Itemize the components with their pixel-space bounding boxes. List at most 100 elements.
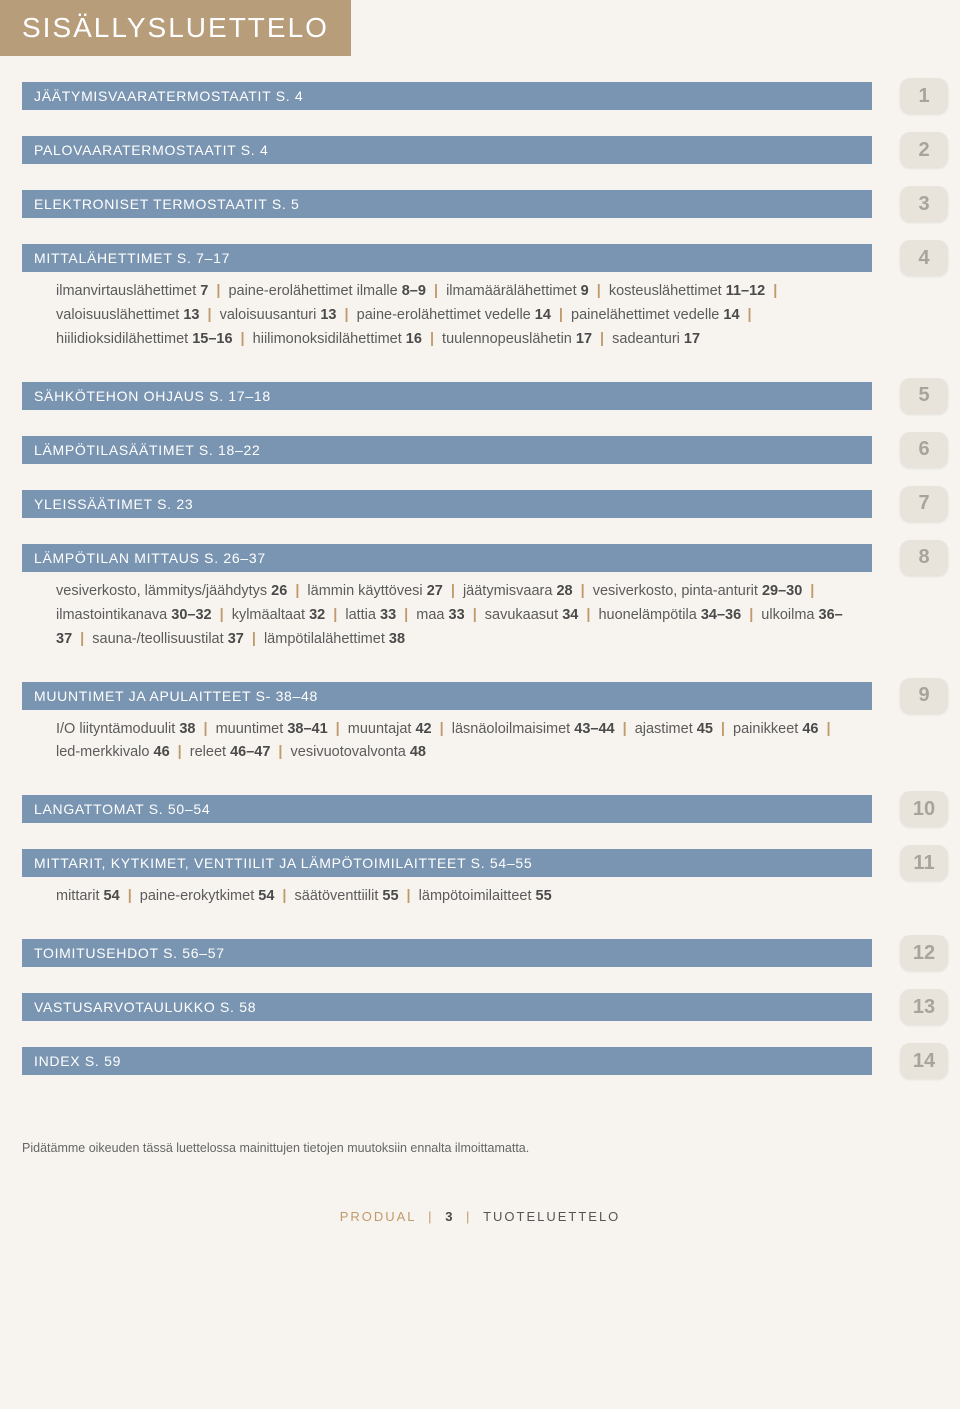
section-number-badge[interactable]: 5: [900, 378, 948, 414]
separator-icon: |: [120, 888, 140, 904]
separator-icon: |: [328, 721, 348, 737]
toc-section: ELEKTRONISET TERMOSTAATIT S. 53: [22, 190, 938, 218]
toc-section-bar[interactable]: MITTALÄHETTIMET S. 7–17: [22, 244, 872, 272]
toc-detail-page: 34–36: [701, 607, 741, 623]
toc-section: MUUNTIMET JA APULAITTEET S- 38–48I/O lii…: [22, 682, 938, 770]
section-number-badge[interactable]: 8: [900, 540, 948, 576]
toc-detail-page: 17: [684, 331, 700, 347]
toc-detail-item[interactable]: painikkeet: [733, 721, 802, 737]
separator-icon: |: [233, 331, 253, 347]
toc-detail-item[interactable]: maa: [416, 607, 448, 623]
toc-detail-item[interactable]: savukaasut: [485, 607, 562, 623]
toc-section: LANGATTOMAT S. 50–5410: [22, 795, 938, 823]
toc-detail-page: 29–30: [762, 583, 802, 599]
footer-sep: |: [460, 1209, 477, 1224]
toc-section-bar[interactable]: SÄHKÖTEHON OHJAUS S. 17–18: [22, 382, 872, 410]
section-number-badge[interactable]: 11: [900, 845, 948, 881]
toc-detail-item[interactable]: sauna-/teollisuustilat: [92, 631, 227, 647]
toc-detail-item[interactable]: vesiverkosto, pinta-anturit: [593, 583, 762, 599]
toc-detail-item[interactable]: hiilimonoksidilähettimet: [253, 331, 406, 347]
toc-section-bar[interactable]: MUUNTIMET JA APULAITTEET S- 38–48: [22, 682, 872, 710]
toc-detail-item[interactable]: ilmastointikanava: [56, 607, 171, 623]
section-number-badge[interactable]: 14: [900, 1043, 948, 1079]
toc-detail-item[interactable]: muuntajat: [348, 721, 416, 737]
separator-icon: |: [325, 607, 345, 623]
toc-detail-item[interactable]: ajastimet: [635, 721, 697, 737]
toc-detail-item[interactable]: ilmanvirtauslähettimet: [56, 283, 200, 299]
section-number-badge[interactable]: 12: [900, 935, 948, 971]
toc-detail-item[interactable]: lämmin käyttövesi: [307, 583, 426, 599]
toc-detail-item[interactable]: lattia: [345, 607, 380, 623]
toc-detail-item[interactable]: hiilidioksidilähettimet: [56, 331, 192, 347]
toc-detail-item[interactable]: säätöventtiilit: [295, 888, 383, 904]
toc-section-detail: I/O liityntämoduulit 38 | muuntimet 38–4…: [22, 710, 872, 770]
section-number-badge[interactable]: 1: [900, 78, 948, 114]
toc-detail-page: 38: [389, 631, 405, 647]
toc-detail-item[interactable]: valoisuuslähettimet: [56, 307, 183, 323]
toc-detail-item[interactable]: vesiverkosto, lämmitys/jäähdytys: [56, 583, 271, 599]
toc-detail-item[interactable]: releet: [190, 744, 230, 760]
toc-section-bar[interactable]: YLEISSÄÄTIMET S. 23: [22, 490, 872, 518]
section-number-badge[interactable]: 10: [900, 791, 948, 827]
toc-detail-page: 33: [449, 607, 465, 623]
toc-section-bar[interactable]: JÄÄTYMISVAARATERMOSTAATIT S. 4: [22, 82, 872, 110]
toc-detail-page: 28: [556, 583, 572, 599]
separator-icon: |: [615, 721, 635, 737]
toc-section-detail: mittarit 54 | paine-erokytkimet 54 | sää…: [22, 877, 872, 913]
toc-section-bar[interactable]: VASTUSARVOTAULUKKO S. 58: [22, 993, 872, 1021]
section-number-badge[interactable]: 9: [900, 678, 948, 714]
toc-detail-item[interactable]: kylmäaltaat: [232, 607, 309, 623]
section-number-badge[interactable]: 6: [900, 432, 948, 468]
toc-section-bar[interactable]: LÄMPÖTILAN MITTAUS S. 26–37: [22, 544, 872, 572]
toc-detail-item[interactable]: paine-erolähettimet ilmalle: [228, 283, 401, 299]
toc-detail-item[interactable]: led-merkkivalo: [56, 744, 154, 760]
separator-icon: |: [819, 721, 835, 737]
section-number-badge[interactable]: 2: [900, 132, 948, 168]
toc-detail-item[interactable]: vesivuotovalvonta: [291, 744, 410, 760]
toc-detail-item[interactable]: mittarit: [56, 888, 104, 904]
toc-detail-item[interactable]: lämpötilalähettimet: [264, 631, 389, 647]
toc-detail-page: 54: [104, 888, 120, 904]
toc-section-bar[interactable]: LANGATTOMAT S. 50–54: [22, 795, 872, 823]
toc-detail-item[interactable]: ulkoilma: [761, 607, 818, 623]
toc-section-bar[interactable]: PALOVAARATERMOSTAATIT S. 4: [22, 136, 872, 164]
toc-detail-item[interactable]: valoisuusanturi: [220, 307, 321, 323]
toc-section: PALOVAARATERMOSTAATIT S. 42: [22, 136, 938, 164]
separator-icon: |: [396, 607, 416, 623]
toc-detail-item[interactable]: kosteuslähettimet: [609, 283, 726, 299]
toc-detail-page: 45: [697, 721, 713, 737]
separator-icon: |: [399, 888, 419, 904]
toc-detail-item[interactable]: tuulennopeuslähetin: [442, 331, 576, 347]
toc-detail-item[interactable]: painelähettimet vedelle: [571, 307, 723, 323]
section-number-badge[interactable]: 4: [900, 240, 948, 276]
section-number-badge[interactable]: 13: [900, 989, 948, 1025]
section-number-badge[interactable]: 3: [900, 186, 948, 222]
section-number-badge[interactable]: 7: [900, 486, 948, 522]
toc-section: INDEX S. 5914: [22, 1047, 938, 1075]
toc-detail-item[interactable]: läsnäoloilmaisimet: [452, 721, 575, 737]
separator-icon: |: [592, 331, 612, 347]
separator-icon: |: [713, 721, 733, 737]
toc-detail-item[interactable]: I/O liityntämoduulit: [56, 721, 179, 737]
toc-detail-item[interactable]: sadeanturi: [612, 331, 684, 347]
toc-detail-item[interactable]: huonelämpötila: [598, 607, 700, 623]
toc-detail-page: 34: [562, 607, 578, 623]
toc-section-bar[interactable]: LÄMPÖTILASÄÄTIMET S. 18–22: [22, 436, 872, 464]
separator-icon: |: [443, 583, 463, 599]
toc-section-bar[interactable]: TOIMITUSEHDOT S. 56–57: [22, 939, 872, 967]
toc-detail-item[interactable]: lämpötoimilaitteet: [419, 888, 536, 904]
toc-section-bar[interactable]: ELEKTRONISET TERMOSTAATIT S. 5: [22, 190, 872, 218]
toc-detail-item[interactable]: ilmamäärälähettimet: [446, 283, 581, 299]
separator-icon: |: [72, 631, 92, 647]
toc-section-bar[interactable]: MITTARIT, KYTKIMET, VENTTIILIT JA LÄMPÖT…: [22, 849, 872, 877]
toc-detail-item[interactable]: paine-erolähettimet vedelle: [357, 307, 535, 323]
toc-detail-item[interactable]: paine-erokytkimet: [140, 888, 258, 904]
toc-detail-page: 37: [228, 631, 244, 647]
toc-detail-item[interactable]: jäätymisvaara: [463, 583, 556, 599]
toc-section: LÄMPÖTILASÄÄTIMET S. 18–226: [22, 436, 938, 464]
separator-icon: |: [170, 744, 190, 760]
toc-section-bar[interactable]: INDEX S. 59: [22, 1047, 872, 1075]
toc-detail-item[interactable]: muuntimet: [216, 721, 288, 737]
toc-detail-page: 42: [415, 721, 431, 737]
footer-sep: |: [422, 1209, 439, 1224]
